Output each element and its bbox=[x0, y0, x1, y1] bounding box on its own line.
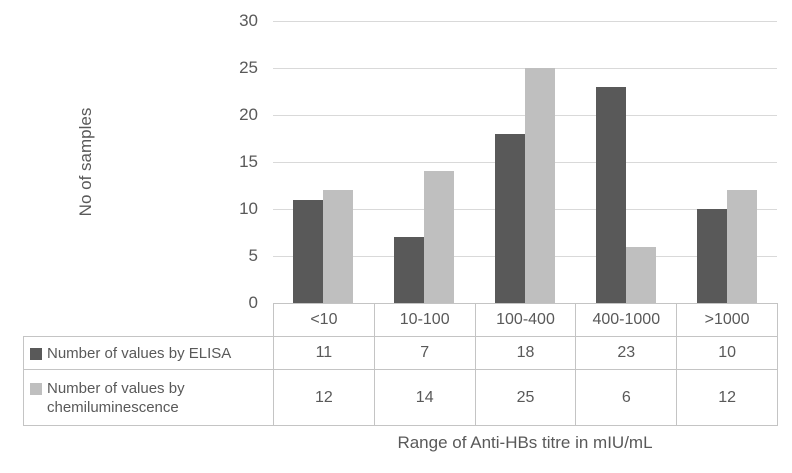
value-cell: 25 bbox=[474, 369, 577, 426]
bar-elisa bbox=[696, 209, 727, 303]
value-cell: 23 bbox=[575, 336, 678, 370]
y-tick-label: 5 bbox=[248, 246, 258, 265]
category-header-cell: <10 bbox=[273, 303, 375, 337]
bar-chemiluminescence bbox=[726, 190, 757, 303]
y-axis-title: No of samples bbox=[76, 107, 95, 217]
y-tick-label: 10 bbox=[239, 199, 258, 218]
value-cell: 12 bbox=[273, 369, 375, 426]
legend-label: Number of values by chemiluminescence bbox=[47, 379, 185, 416]
category-header-cell: >1000 bbox=[676, 303, 778, 337]
table-row: Number of values by chemiluminescence 12 1… bbox=[23, 369, 778, 426]
table-row: Number of values by ELISA 11 7 18 23 10 bbox=[23, 336, 778, 370]
category-header-cell: 400-1000 bbox=[575, 303, 678, 337]
value-cell: 14 bbox=[373, 369, 476, 426]
y-tick-label: 20 bbox=[239, 105, 258, 124]
bar-elisa bbox=[394, 237, 425, 303]
value-cell: 12 bbox=[676, 369, 778, 426]
data-table: <10 10-100 100-400 400-1000 >1000 Number of v… bbox=[23, 303, 778, 426]
bar-elisa bbox=[595, 86, 626, 303]
category-header-cell: 10-100 bbox=[373, 303, 476, 337]
legend-cell: Number of values by ELISA bbox=[23, 336, 274, 370]
bar-chemiluminescence bbox=[625, 246, 656, 303]
category-header-cell: 100-400 bbox=[474, 303, 577, 337]
y-tick-label: 30 bbox=[239, 11, 258, 30]
legend-label: Number of values by ELISA bbox=[47, 344, 232, 362]
legend-key-icon bbox=[30, 382, 42, 395]
value-cell: 18 bbox=[474, 336, 577, 370]
value-cell: 7 bbox=[373, 336, 476, 370]
bar-elisa bbox=[293, 199, 324, 303]
x-axis-title: Range of Anti-HBs titre in mIU/mL bbox=[397, 433, 653, 452]
value-cell: 11 bbox=[273, 336, 375, 370]
value-cell: 10 bbox=[676, 336, 778, 370]
value-cell: 6 bbox=[575, 369, 678, 426]
y-tick-label: 0 bbox=[248, 293, 258, 312]
table-corner-spacer bbox=[24, 304, 274, 337]
bar-chemiluminescence bbox=[323, 190, 354, 303]
bar-elisa bbox=[495, 133, 525, 303]
legend-key-icon bbox=[30, 347, 42, 360]
legend-cell: Number of values by chemiluminescence bbox=[23, 369, 274, 426]
y-tick-label: 15 bbox=[239, 152, 258, 171]
y-tick-label: 25 bbox=[239, 58, 258, 77]
gridline bbox=[273, 21, 777, 22]
plot-area bbox=[273, 21, 777, 303]
bar-chemiluminescence bbox=[525, 68, 555, 303]
bar-chemiluminescence bbox=[424, 171, 455, 303]
